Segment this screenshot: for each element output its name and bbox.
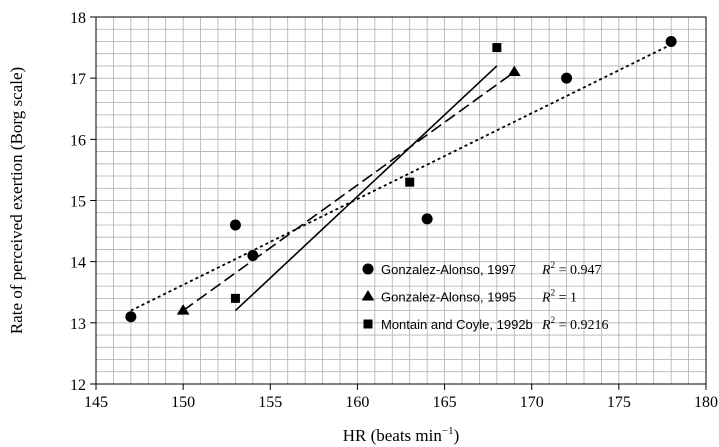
data-point-triangle <box>176 304 190 315</box>
data-point-square <box>492 43 502 53</box>
data-point-circle <box>247 250 259 262</box>
y-tick-label: 15 <box>70 194 86 211</box>
y-tick-label: 16 <box>70 132 86 149</box>
y-tick-label: 14 <box>70 255 86 272</box>
fit-line-circle <box>130 43 672 312</box>
axis-ticks: 145 150 155 160 165 170 175 180 12 13 14 15 16 17 18 <box>70 10 718 411</box>
legend-marker-circle <box>362 263 374 275</box>
data-point-circle <box>421 213 433 225</box>
data-point-square <box>230 293 240 303</box>
x-tick-label: 160 <box>345 394 369 411</box>
legend-marker-triangle <box>361 290 375 301</box>
y-tick-label: 18 <box>70 10 86 27</box>
x-tick-label: 170 <box>520 394 544 411</box>
x-tick-label: 150 <box>171 394 195 411</box>
fit-line-triangle <box>182 71 515 312</box>
x-tick-label: 145 <box>84 394 108 411</box>
legend-r2: R2 = 0.947 <box>541 260 601 278</box>
data-points <box>125 35 677 323</box>
data-point-circle <box>665 35 677 47</box>
data-point-circle <box>125 311 137 323</box>
y-axis-label: Rate of perceived exertion (Borg scale) <box>7 67 26 334</box>
x-tick-label: 165 <box>433 394 457 411</box>
legend-r2: R2 = 1 <box>541 288 577 306</box>
legend: Gonzalez-Alonso, 1997 R2 = 0.947 Gonzalez-… <box>361 260 608 333</box>
legend-r2: R2 = 0.9216 <box>541 315 608 333</box>
x-tick-label: 155 <box>258 394 282 411</box>
x-tick-label: 180 <box>694 394 718 411</box>
x-tick-label: 175 <box>607 394 631 411</box>
y-tick-label: 13 <box>70 316 86 333</box>
grid-lines <box>96 17 706 384</box>
data-point-square <box>405 177 415 187</box>
data-point-circle <box>229 219 241 231</box>
legend-marker-square <box>363 319 373 329</box>
legend-label: Gonzalez-Alonso, 1995 <box>381 290 516 305</box>
y-tick-label: 17 <box>70 71 86 88</box>
legend-label: Montain and Coyle, 1992b <box>381 317 533 332</box>
x-axis-label: HR (beats min−1) <box>343 425 460 445</box>
fit-lines <box>130 43 672 312</box>
fit-line-square <box>234 65 498 312</box>
data-point-circle <box>561 72 573 84</box>
data-point-triangle <box>507 65 521 77</box>
y-tick-label: 12 <box>70 377 86 394</box>
legend-label: Gonzalez-Alonso, 1997 <box>381 262 516 277</box>
